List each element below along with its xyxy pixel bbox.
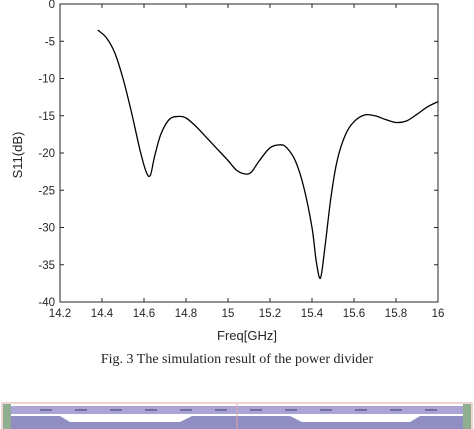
s11-chart: 0-5-10-15-20-25-30-35-40 14.2 14.4 14.6 14.… bbox=[10, 0, 445, 343]
plot-area bbox=[59, 3, 439, 303]
y-tick-label: -15 bbox=[38, 111, 55, 123]
x-tick-label: 14.8 bbox=[175, 308, 197, 320]
x-tick-label: 14.2 bbox=[49, 308, 71, 320]
x-tick-label: 16 bbox=[432, 308, 445, 320]
y-tick-label: -35 bbox=[38, 260, 55, 272]
y-tick-label: -25 bbox=[38, 185, 55, 197]
x-axis-ticks: 14.2 14.4 14.6 14.8 15 15.2 15.4 15.6 15.8 16 bbox=[49, 4, 445, 320]
y-axis-label: S11(dB) bbox=[10, 132, 25, 179]
y-tick-label: 0 bbox=[49, 0, 55, 11]
x-axis-label: Freq[GHz] bbox=[217, 328, 277, 343]
x-tick-label: 15.2 bbox=[259, 308, 281, 320]
x-tick-label: 14.6 bbox=[133, 308, 155, 320]
y-tick-label: -10 bbox=[38, 74, 55, 86]
layout-right-pad bbox=[463, 404, 471, 429]
y-tick-label: -20 bbox=[38, 148, 55, 160]
x-tick-label: 15.4 bbox=[301, 308, 324, 320]
y-axis-ticks: 0 -5 -10 -15 -20 -25 -30 -35 -40 bbox=[38, 0, 438, 309]
x-tick-label: 15.6 bbox=[343, 308, 365, 320]
x-tick-label: 15.8 bbox=[385, 308, 407, 320]
layout-outline bbox=[1, 402, 473, 429]
y-tick-label: -5 bbox=[45, 36, 55, 48]
x-tick-label: 15 bbox=[222, 308, 235, 320]
figure-caption: Fig. 3 The simulation result of the powe… bbox=[100, 352, 374, 367]
x-tick-label: 14.4 bbox=[91, 308, 114, 320]
y-tick-label: -40 bbox=[38, 297, 55, 309]
series-layer bbox=[97, 29, 439, 279]
plot-frame bbox=[59, 3, 439, 303]
layout-left-pad bbox=[3, 404, 11, 429]
s11-series-line bbox=[97, 29, 439, 279]
power-divider-layout-image bbox=[1, 402, 473, 429]
y-tick-label: -30 bbox=[38, 223, 55, 235]
